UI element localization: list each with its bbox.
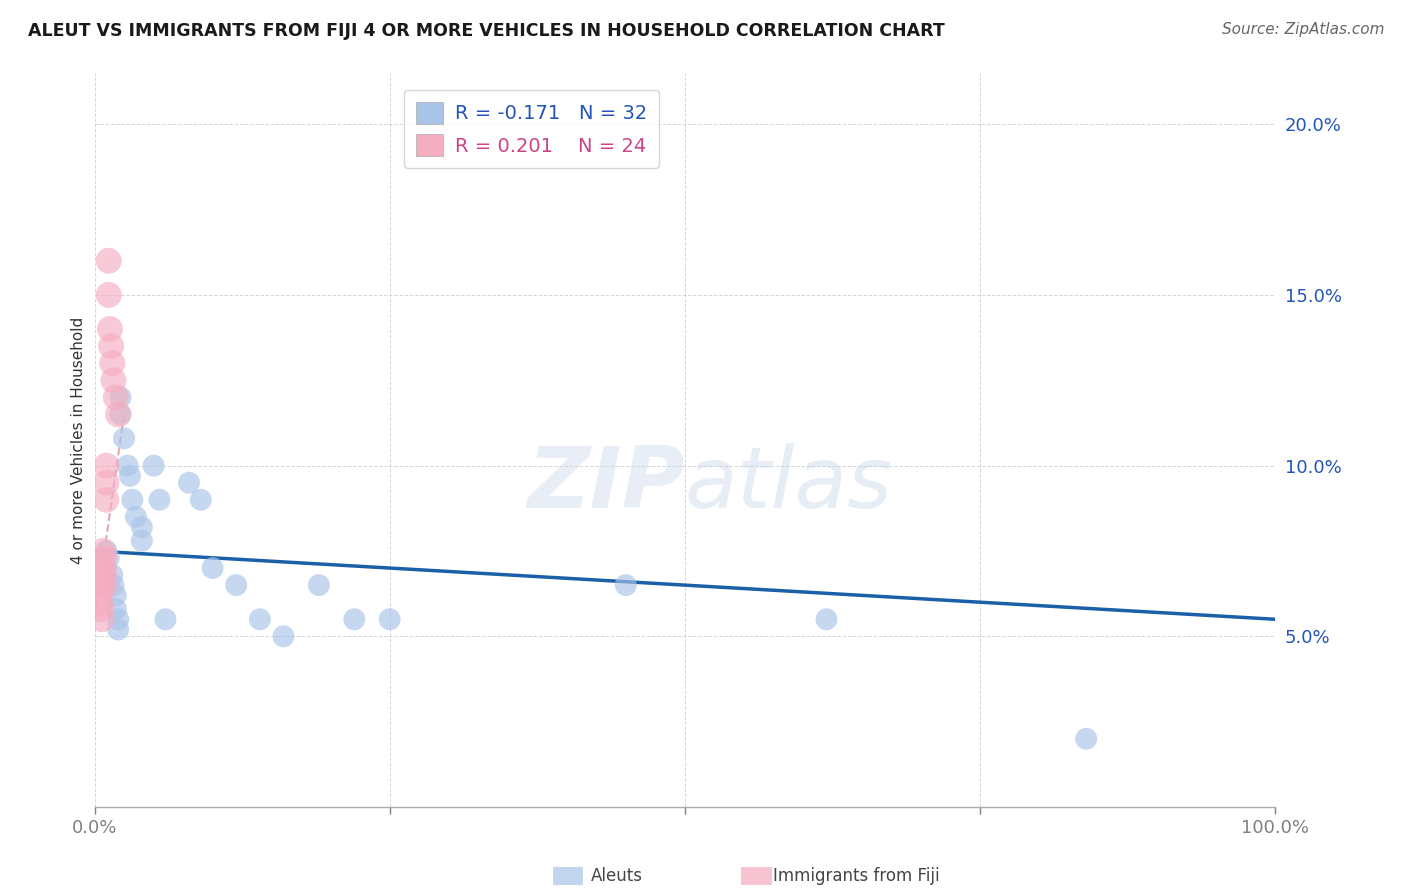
Point (273, 629, 295, 643)
Point (89, 595, 111, 609)
Text: Immigrants from Fiji: Immigrants from Fiji (773, 867, 941, 885)
Point (177, 475, 200, 490)
Text: ALEUT VS IMMIGRANTS FROM FIJI 4 OR MORE VEHICLES IN HOUSEHOLD CORRELATION CHART: ALEUT VS IMMIGRANTS FROM FIJI 4 OR MORE … (28, 22, 945, 40)
Point (110, 390, 132, 404)
Point (101, 356, 124, 370)
Point (112, 431, 135, 445)
Point (96, 544, 118, 558)
Point (104, 588, 127, 602)
Point (96, 475, 118, 490)
Point (118, 468, 141, 483)
Point (190, 492, 212, 507)
Point (343, 612, 366, 626)
Point (103, 373, 125, 387)
Point (121, 492, 143, 507)
Point (1076, 731, 1098, 746)
Point (249, 612, 271, 626)
Point (97, 288, 120, 302)
Text: Source: ZipAtlas.com: Source: ZipAtlas.com (1222, 22, 1385, 37)
Y-axis label: 4 or more Vehicles in Household: 4 or more Vehicles in Household (72, 317, 86, 564)
Point (96, 492, 118, 507)
Point (93, 567, 115, 582)
Text: Aleuts: Aleuts (591, 867, 643, 885)
Text: ZIP: ZIP (527, 442, 685, 525)
Point (201, 561, 224, 575)
Point (89, 585, 111, 599)
Point (107, 623, 129, 637)
Point (93, 550, 115, 565)
Point (815, 612, 838, 626)
Point (97, 253, 120, 268)
Point (91, 544, 114, 558)
Point (107, 612, 129, 626)
Point (155, 612, 177, 626)
Point (225, 578, 247, 592)
Point (86, 561, 108, 575)
Point (125, 509, 148, 524)
Point (100, 339, 122, 353)
Point (89, 578, 111, 592)
Text: atlas: atlas (685, 442, 893, 525)
Point (131, 533, 153, 548)
Point (614, 578, 637, 592)
Point (87, 567, 110, 582)
Point (104, 602, 127, 616)
Point (308, 578, 330, 592)
Point (93, 561, 115, 575)
Point (87, 554, 110, 568)
Point (90, 612, 112, 626)
Point (142, 458, 165, 473)
Point (148, 492, 170, 507)
Legend: R = -0.171   N = 32, R = 0.201    N = 24: R = -0.171 N = 32, R = 0.201 N = 24 (404, 90, 658, 168)
Point (96, 458, 118, 473)
Point (97, 550, 120, 565)
Point (103, 578, 125, 592)
Point (131, 520, 153, 534)
Point (117, 458, 139, 473)
Point (98, 322, 121, 336)
Point (101, 567, 124, 582)
Point (378, 612, 401, 626)
Point (107, 408, 129, 422)
Point (94, 578, 117, 592)
Point (110, 408, 132, 422)
Point (90, 602, 112, 616)
Point (104, 390, 127, 404)
